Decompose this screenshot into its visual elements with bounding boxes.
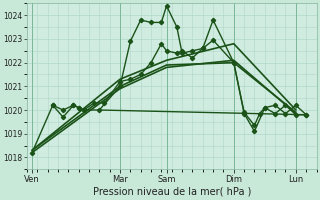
X-axis label: Pression niveau de la mer( hPa ): Pression niveau de la mer( hPa ) [92, 187, 251, 197]
